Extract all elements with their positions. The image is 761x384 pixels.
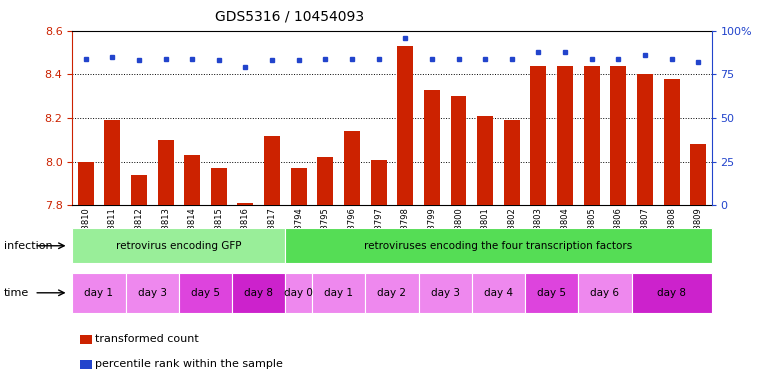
Bar [371, 160, 387, 205]
Bar [530, 66, 546, 205]
Text: transformed count: transformed count [95, 334, 199, 344]
Text: retrovirus encoding GFP: retrovirus encoding GFP [116, 241, 241, 251]
Bar [365, 273, 419, 313]
Bar [104, 120, 120, 205]
Bar [232, 273, 285, 313]
Bar [344, 131, 360, 205]
Bar [72, 273, 126, 313]
Bar [690, 144, 706, 205]
Bar [397, 46, 413, 205]
Bar [285, 228, 712, 263]
Text: day 6: day 6 [591, 288, 619, 298]
Text: infection: infection [4, 241, 53, 251]
Text: day 8: day 8 [244, 288, 273, 298]
Text: day 1: day 1 [324, 288, 353, 298]
Bar [451, 96, 466, 205]
Text: day 5: day 5 [191, 288, 220, 298]
Text: day 0: day 0 [285, 288, 313, 298]
Bar [179, 273, 232, 313]
Bar [126, 273, 179, 313]
Bar [557, 66, 573, 205]
Bar [584, 66, 600, 205]
Bar [184, 155, 200, 205]
Bar [504, 120, 520, 205]
Bar [72, 228, 285, 263]
Text: day 3: day 3 [431, 288, 460, 298]
Text: day 1: day 1 [84, 288, 113, 298]
Text: day 2: day 2 [377, 288, 406, 298]
Bar [158, 140, 174, 205]
Text: percentile rank within the sample: percentile rank within the sample [95, 359, 283, 369]
Bar [237, 203, 253, 205]
Bar [424, 90, 440, 205]
Bar [131, 175, 147, 205]
Bar [264, 136, 280, 205]
Bar [477, 116, 493, 205]
Text: retroviruses encoding the four transcription factors: retroviruses encoding the four transcrip… [365, 241, 632, 251]
Text: GDS5316 / 10454093: GDS5316 / 10454093 [215, 10, 364, 23]
Bar [211, 168, 227, 205]
Text: day 8: day 8 [657, 288, 686, 298]
Text: day 5: day 5 [537, 288, 566, 298]
Text: day 4: day 4 [484, 288, 513, 298]
Text: day 3: day 3 [138, 288, 167, 298]
Bar [317, 157, 333, 205]
Bar [291, 168, 307, 205]
Bar [610, 66, 626, 205]
Bar [312, 273, 365, 313]
Bar [632, 273, 712, 313]
Bar [78, 162, 94, 205]
Bar [637, 74, 653, 205]
Bar [578, 273, 632, 313]
Bar [525, 273, 578, 313]
Bar [419, 273, 472, 313]
Text: time: time [4, 288, 29, 298]
Bar [472, 273, 525, 313]
Bar [664, 79, 680, 205]
Bar [285, 273, 312, 313]
